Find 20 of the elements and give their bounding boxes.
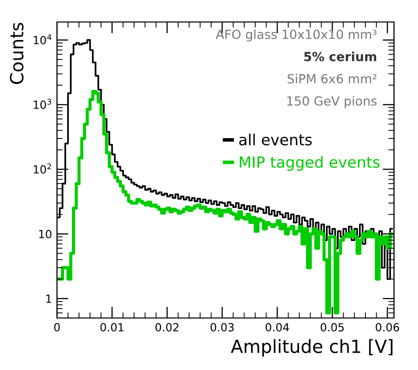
y-tick-label: 10: [39, 230, 52, 238]
annotation: 150 GeV pions: [287, 96, 377, 108]
x-tick-label: 0.06: [376, 323, 400, 332]
y-tick-label: 10$^{3}$: [34, 98, 52, 109]
legend-label: all events: [239, 134, 312, 146]
x-tick-label: 0.04: [266, 323, 290, 332]
annotation: 5% cerium: [304, 52, 376, 62]
x-tick-label: 0: [54, 323, 60, 332]
y-tick-label: 10$^{2}$: [34, 163, 51, 174]
y-tick-label: 10$^{4}$: [34, 34, 52, 44]
x-axis-title: Amplitude ch1 [V]: [230, 339, 392, 357]
annotation: AFO glass 10x10x10 mm³: [216, 29, 377, 42]
annotation: SiPM 6x6 mm²: [288, 74, 376, 84]
x-tick-label: 0.03: [210, 323, 234, 332]
x-tick-label: 0.01: [100, 323, 124, 332]
y-tick-label: 1: [46, 294, 52, 303]
legend-label: MIP tagged events: [240, 156, 380, 171]
y-axis-title: Counts: [10, 22, 24, 84]
x-tick-label: 0.02: [155, 323, 178, 332]
x-tick-label: 0.05: [320, 323, 344, 332]
